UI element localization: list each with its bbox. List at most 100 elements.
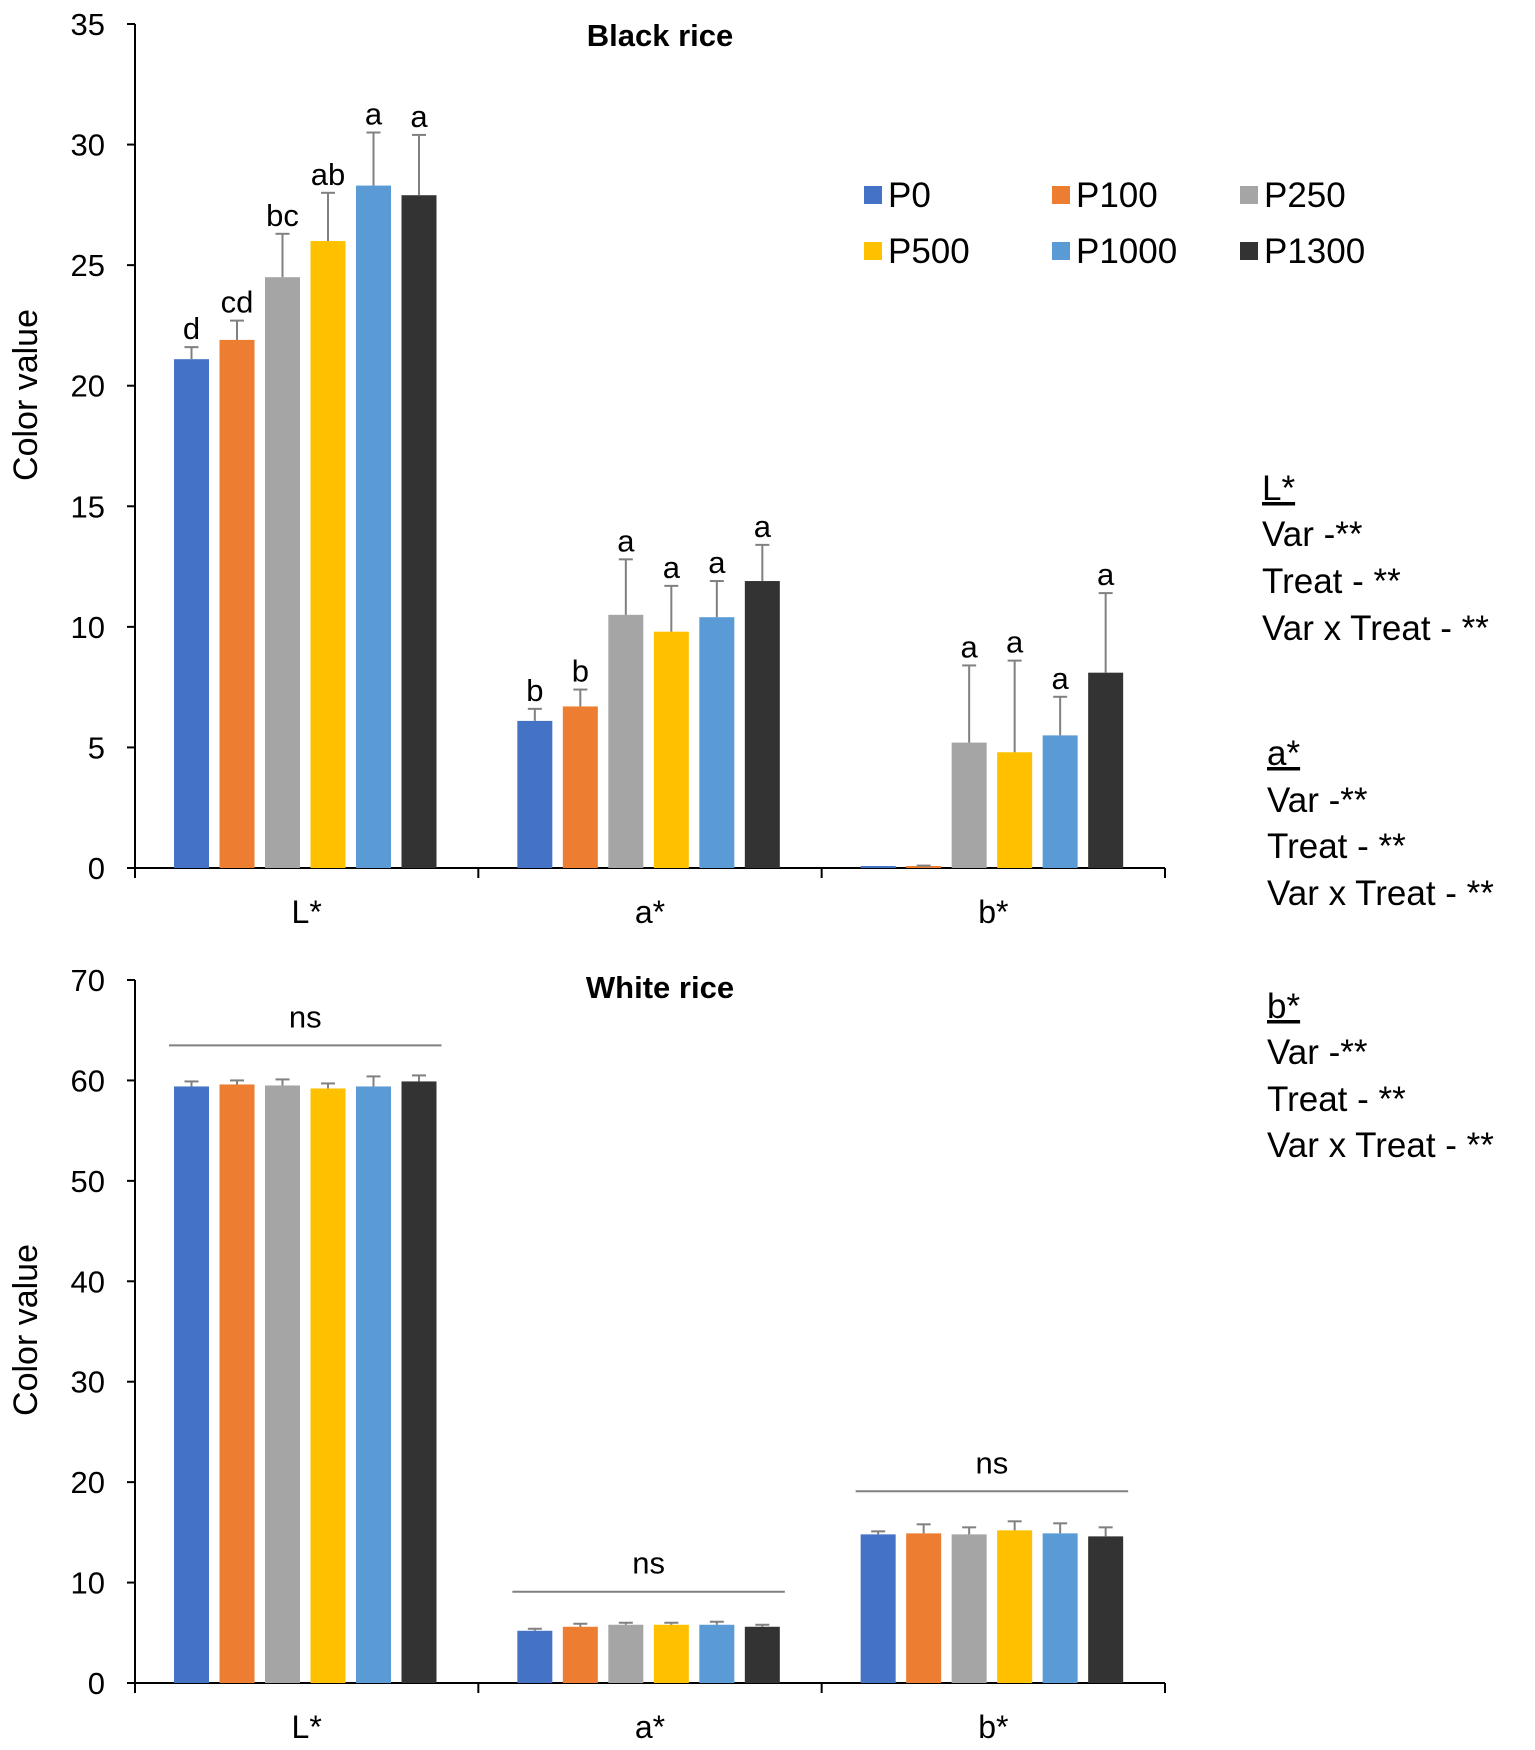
white-rice-bar-p1300-0	[401, 1081, 437, 1683]
white-rice-title: White rice	[586, 970, 734, 1005]
white-rice-bar-p0-2	[860, 1534, 896, 1683]
white-rice-y-axis-label: Color value	[7, 1244, 45, 1416]
black-rice-significance-letter: a	[410, 99, 428, 134]
black-rice-significance-letter: b	[526, 673, 543, 708]
black-rice-bar-p0-0	[174, 359, 209, 868]
black-rice-significance-letter: d	[183, 311, 200, 346]
black-rice-y-tick-label: 15	[71, 489, 105, 524]
stats-l-var: Var -**	[1262, 515, 1363, 554]
white-rice-bar-p100-1	[562, 1626, 598, 1683]
white-rice-ns-label: ns	[632, 1546, 665, 1581]
black-rice-bar-p500-2	[997, 752, 1033, 868]
white-rice-bar-p500-1	[653, 1624, 689, 1683]
legend-swatch-p100	[1052, 186, 1070, 204]
black-rice-bar-p1300-0	[401, 195, 437, 868]
legend: P0 P100 P250 P500 P1000 P1300	[864, 176, 1365, 271]
white-rice-bar-p1300-2	[1088, 1536, 1124, 1683]
white-rice-y-tick-label: 40	[71, 1264, 105, 1299]
white-rice-y-tick-label: 50	[71, 1164, 105, 1199]
black-rice-bar-p250-1	[608, 614, 644, 868]
white-rice-bar-p0-1	[517, 1630, 553, 1683]
stats-a-treat: Treat - **	[1267, 827, 1406, 866]
white-rice-bar-p100-2	[906, 1533, 942, 1683]
white-rice-ns-label: ns	[289, 999, 322, 1034]
black-rice-y-tick-label: 5	[88, 730, 105, 765]
black-rice-chart: Black rice Color value 0 5 10 15 20 25 30 35 L* d…	[7, 7, 1166, 930]
black-rice-bar-p100-1	[562, 706, 598, 868]
legend-swatch-p500	[864, 242, 882, 260]
black-rice-significance-letter: a	[1006, 625, 1024, 660]
black-rice-category-label: L*	[292, 894, 322, 930]
white-rice-bar-p250-2	[951, 1534, 987, 1683]
black-rice-bar-p1300-1	[744, 581, 780, 868]
black-rice-bar-p500-0	[310, 241, 346, 868]
black-rice-title: Black rice	[587, 18, 734, 53]
stats-l-interaction: Var x Treat - **	[1262, 609, 1489, 648]
white-rice-bar-p500-2	[997, 1530, 1033, 1683]
legend-swatch-p1300	[1240, 242, 1258, 260]
stats-b-interaction: Var x Treat - **	[1267, 1126, 1494, 1165]
legend-label-p1300: P1300	[1264, 232, 1365, 271]
white-rice-y-tick-label: 30	[71, 1365, 105, 1400]
white-rice-bar-p500-0	[310, 1088, 346, 1683]
white-rice-y-tick-label: 10	[71, 1566, 105, 1601]
anova-summary: L* Var -** Treat - ** Var x Treat - ** a…	[1262, 469, 1494, 1165]
black-rice-significance-letter: a	[1097, 557, 1115, 592]
black-rice-significance-letter: b	[572, 654, 589, 689]
black-rice-bar-p1000-1	[699, 617, 735, 868]
black-rice-bar-p1300-2	[1088, 672, 1124, 868]
black-rice-significance-letter: a	[617, 523, 635, 558]
black-rice-bar-p100-0	[219, 339, 255, 868]
white-rice-category-label: b*	[978, 1709, 1008, 1745]
legend-label-p500: P500	[888, 232, 970, 271]
legend-label-p0: P0	[888, 176, 931, 215]
stats-b-treat: Treat - **	[1267, 1080, 1406, 1119]
white-rice-bar-p1300-1	[744, 1626, 780, 1683]
legend-swatch-p1000	[1052, 242, 1070, 260]
black-rice-bar-p250-0	[265, 277, 300, 868]
black-rice-significance-letter: bc	[266, 198, 299, 233]
legend-swatch-p0	[864, 186, 882, 204]
black-rice-y-tick-label: 20	[71, 369, 105, 404]
stats-a-interaction: Var x Treat - **	[1267, 874, 1494, 913]
black-rice-category-label: b*	[978, 894, 1008, 930]
white-rice-y-tick-label: 60	[71, 1063, 105, 1098]
black-rice-y-tick-label: 10	[71, 610, 105, 645]
stats-b-var: Var -**	[1267, 1033, 1368, 1072]
white-rice-category-label: a*	[635, 1709, 665, 1745]
black-rice-bar-p0-2	[860, 866, 896, 868]
black-rice-significance-letter: a	[708, 545, 726, 580]
legend-label-p250: P250	[1264, 176, 1346, 215]
black-rice-bar-p1000-2	[1042, 735, 1078, 868]
white-rice-ns-label: ns	[976, 1445, 1009, 1480]
black-rice-y-tick-label: 30	[71, 128, 105, 163]
legend-swatch-p250	[1240, 186, 1258, 204]
black-rice-bar-p500-1	[653, 631, 689, 868]
black-rice-bar-p100-2	[906, 866, 942, 868]
black-rice-bar-p1000-0	[356, 185, 391, 868]
white-rice-y-tick-label: 70	[71, 963, 105, 998]
stats-a-heading: a*	[1267, 734, 1300, 773]
white-rice-bar-p0-0	[174, 1086, 209, 1683]
white-rice-bar-p1000-0	[356, 1086, 391, 1683]
black-rice-y-tick-label: 25	[71, 248, 105, 283]
black-rice-significance-letter: a	[1052, 661, 1070, 696]
black-rice-significance-letter: a	[754, 509, 772, 544]
white-rice-y-tick-label: 20	[71, 1465, 105, 1500]
black-rice-category-label: a*	[635, 894, 665, 930]
black-rice-bar-p250-2	[951, 742, 987, 868]
stats-a-var: Var -**	[1267, 781, 1368, 820]
black-rice-significance-letter: ab	[311, 157, 345, 192]
white-rice-bar-p250-0	[265, 1085, 300, 1683]
black-rice-y-tick-label: 35	[71, 7, 105, 42]
black-rice-significance-letter: a	[961, 629, 979, 664]
legend-label-p1000: P1000	[1076, 232, 1177, 271]
black-rice-significance-letter: a	[365, 97, 383, 132]
white-rice-bar-p100-0	[219, 1084, 255, 1683]
white-rice-category-label: L*	[292, 1709, 322, 1745]
white-rice-y-tick-label: 0	[88, 1666, 105, 1701]
legend-label-p100: P100	[1076, 176, 1158, 215]
black-rice-y-axis-label: Color value	[7, 309, 45, 481]
black-rice-significance-letter: a	[663, 550, 681, 585]
stats-b-heading: b*	[1267, 987, 1300, 1026]
